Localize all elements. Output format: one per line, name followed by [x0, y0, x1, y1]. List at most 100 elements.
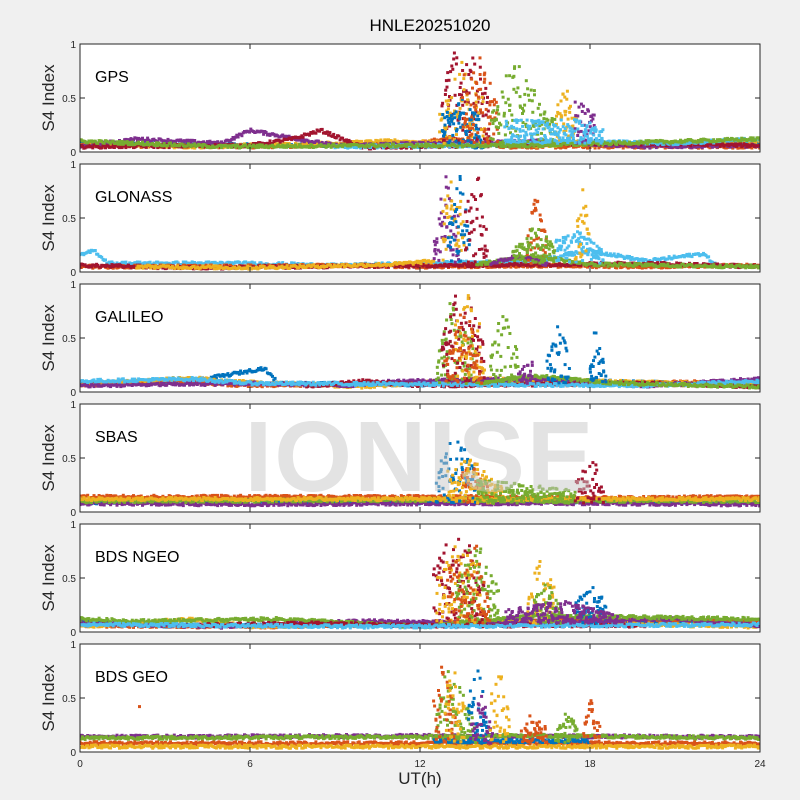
data-point — [570, 127, 574, 131]
data-point — [477, 143, 481, 147]
data-point — [115, 140, 119, 144]
data-point — [496, 105, 500, 109]
data-point — [452, 51, 456, 55]
data-point — [194, 264, 198, 267]
data-point — [438, 130, 442, 134]
data-point — [690, 255, 694, 259]
data-point — [495, 144, 499, 148]
data-point — [726, 142, 730, 146]
data-point — [472, 141, 476, 144]
data-point — [379, 138, 383, 142]
data-point — [543, 110, 547, 114]
data-point — [458, 112, 462, 116]
axes-background — [80, 164, 760, 272]
data-point — [504, 101, 508, 105]
data-point — [96, 143, 100, 147]
data-point — [162, 142, 166, 145]
data-point — [502, 114, 506, 118]
data-point — [220, 146, 223, 149]
data-point — [566, 123, 570, 127]
data-point — [452, 112, 456, 116]
data-point — [543, 123, 547, 127]
data-point — [553, 138, 557, 142]
data-point — [758, 143, 760, 147]
data-point — [684, 142, 688, 146]
data-point — [479, 87, 483, 91]
data-point — [485, 101, 489, 104]
data-point — [444, 128, 447, 132]
data-point — [235, 133, 239, 137]
data-point — [587, 129, 591, 133]
data-point — [578, 121, 581, 125]
data-point — [455, 56, 459, 60]
data-point — [489, 136, 493, 140]
data-point — [574, 114, 578, 118]
data-point — [518, 127, 522, 131]
data-point — [458, 72, 462, 76]
data-point — [271, 143, 274, 147]
data-point — [460, 60, 464, 64]
data-point — [426, 261, 430, 265]
data-point — [144, 138, 148, 142]
data-point — [526, 87, 530, 91]
data-point — [483, 128, 487, 132]
data-point — [466, 100, 470, 104]
data-point — [594, 139, 598, 143]
data-point — [448, 95, 451, 98]
data-point — [316, 139, 320, 143]
data-point — [754, 138, 758, 142]
data-point — [644, 258, 648, 262]
data-point — [496, 140, 500, 144]
data-point — [470, 115, 474, 119]
data-point — [703, 143, 707, 147]
data-point — [541, 120, 545, 124]
data-point — [355, 139, 359, 143]
data-point — [461, 140, 465, 143]
data-point — [601, 128, 605, 132]
data-point — [504, 119, 508, 123]
data-point — [607, 139, 611, 143]
data-point — [561, 92, 565, 96]
data-point — [643, 141, 647, 145]
data-point — [461, 123, 465, 127]
data-point — [473, 144, 477, 148]
data-point — [364, 145, 368, 149]
data-point — [452, 260, 456, 264]
data-point — [501, 140, 505, 144]
data-point — [250, 260, 254, 264]
data-point — [474, 127, 478, 131]
data-point — [290, 138, 294, 142]
data-point — [707, 255, 711, 259]
data-point — [471, 111, 474, 115]
data-point — [536, 143, 540, 147]
data-point — [523, 92, 527, 96]
data-point — [491, 100, 494, 104]
data-point — [521, 139, 525, 142]
data-point — [264, 131, 268, 134]
data-point — [442, 141, 446, 145]
data-point — [736, 146, 740, 150]
data-point — [450, 117, 454, 121]
data-point — [199, 143, 203, 147]
data-point — [585, 124, 589, 128]
data-point — [501, 95, 505, 99]
data-point — [211, 142, 215, 146]
data-point — [740, 136, 744, 140]
data-point — [537, 122, 541, 126]
data-point — [96, 252, 100, 256]
data-point — [104, 146, 107, 150]
data-point — [355, 146, 359, 150]
data-point — [119, 142, 123, 146]
data-point — [471, 56, 475, 60]
data-point — [679, 138, 682, 142]
data-point — [292, 261, 296, 265]
data-point — [532, 89, 536, 93]
data-point — [573, 141, 577, 144]
data-point — [515, 135, 519, 138]
data-point — [190, 260, 194, 264]
data-point — [172, 142, 176, 146]
data-point — [732, 144, 736, 147]
data-point — [330, 134, 334, 138]
data-point — [500, 141, 504, 145]
data-point — [466, 136, 470, 140]
